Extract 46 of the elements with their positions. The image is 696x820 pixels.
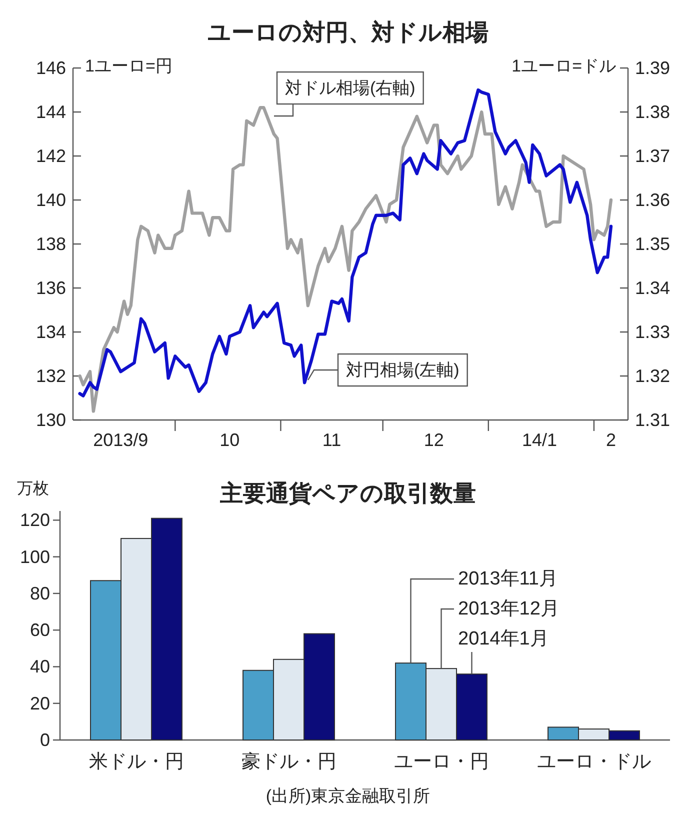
y-tick-label: 60 — [30, 620, 50, 640]
y-axis-title: 万枚 — [17, 480, 49, 498]
y-tick-label: 100 — [20, 546, 50, 567]
y-tick-label: 138 — [36, 234, 66, 254]
y2-tick-label: 1.31 — [635, 410, 670, 430]
y-tick-label: 142 — [36, 146, 66, 166]
y2-tick-label: 1.36 — [635, 190, 670, 210]
y-tick-label: 120 — [20, 510, 50, 530]
series-label: 対ドル相場(右軸) — [285, 78, 416, 98]
y2-axis-title: 1ユーロ=ドル — [512, 56, 616, 76]
y2-tick-label: 1.34 — [635, 278, 670, 298]
text: 2013年12月 — [458, 598, 560, 620]
chart-title: 主要通貨ペアの取引数量 — [219, 480, 476, 506]
x-tick-label: 2013/9 — [93, 430, 148, 450]
text: (出所)東京金融取引所 — [266, 786, 430, 806]
y-tick-label: 0 — [40, 730, 50, 750]
y-tick-label: 134 — [36, 322, 66, 342]
x-tick-label: 2 — [606, 430, 616, 450]
y-tick-label: 40 — [30, 656, 50, 677]
y-tick-label: 20 — [30, 693, 50, 714]
y2-tick-label: 1.37 — [635, 146, 670, 166]
x-tick-label: 豪ドル・円 — [241, 752, 336, 772]
x-tick-label: 米ドル・円 — [88, 752, 184, 772]
x-tick-label: ユーロ・ドル — [536, 752, 651, 772]
y-tick-label: 144 — [36, 102, 66, 122]
y-tick-label: 146 — [36, 58, 66, 78]
y2-tick-label: 1.38 — [635, 102, 670, 122]
y2-tick-label: 1.33 — [635, 322, 670, 342]
y-tick-label: 136 — [36, 278, 66, 298]
x-tick-label: 14/1 — [522, 430, 557, 450]
y-tick-label: 130 — [36, 410, 66, 430]
y-tick-label: 80 — [30, 583, 50, 604]
x-tick-label: 12 — [424, 430, 444, 450]
series-label: 2014年1月 — [458, 628, 549, 650]
series-label: 対円相場(左軸) — [346, 360, 460, 380]
y2-tick-label: 1.39 — [635, 58, 670, 78]
y2-tick-label: 1.35 — [635, 234, 670, 254]
y-tick-label: 140 — [36, 190, 66, 210]
y-axis-title: 1ユーロ=円 — [85, 56, 172, 76]
text: 2013年11月 — [458, 568, 558, 590]
x-tick-label: ユーロ・円 — [394, 752, 489, 772]
x-tick-label: 11 — [322, 430, 342, 450]
y-tick-label: 132 — [36, 366, 66, 386]
x-tick-label: 10 — [220, 430, 240, 450]
chart-title: ユーロの対円、対ドル相場 — [208, 19, 488, 45]
y2-tick-label: 1.32 — [635, 366, 670, 386]
